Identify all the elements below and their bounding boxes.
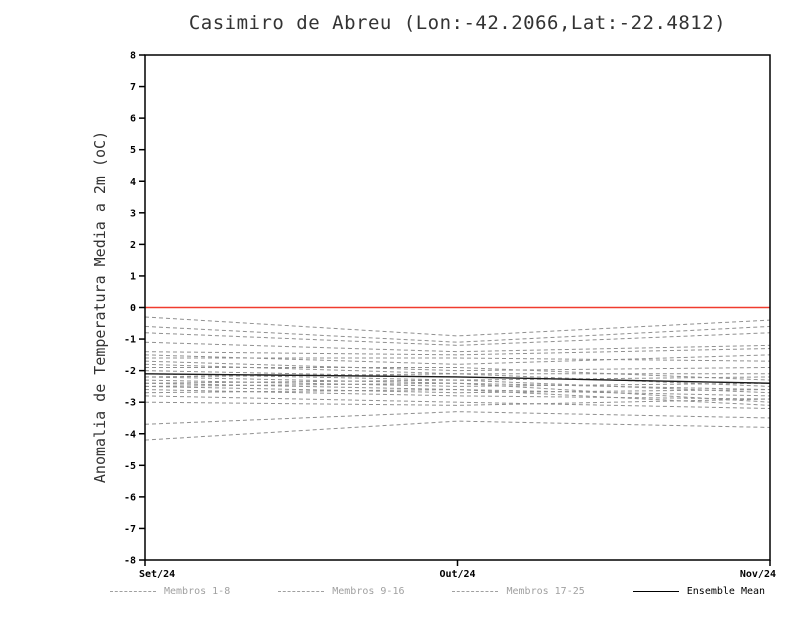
legend-item-membros-1-8: Membros 1-8	[110, 586, 230, 597]
svg-text:6: 6	[130, 114, 136, 125]
svg-text:3: 3	[130, 208, 136, 219]
chart-title: Casimiro de Abreu (Lon:-42.2066,Lat:-22.…	[188, 12, 727, 34]
svg-text:-2: -2	[124, 366, 136, 377]
svg-text:Out/24: Out/24	[439, 569, 475, 580]
dashed-line-sample	[278, 591, 325, 592]
svg-text:4: 4	[130, 177, 136, 188]
dashed-line-sample	[110, 591, 156, 592]
svg-text:-3: -3	[124, 398, 136, 409]
svg-text:Set/24: Set/24	[139, 569, 175, 580]
legend-label: Ensemble Mean	[686, 586, 766, 597]
svg-text:Nov/24: Nov/24	[740, 569, 776, 580]
svg-text:2: 2	[130, 240, 136, 251]
svg-text:0: 0	[130, 303, 136, 314]
legend-label: Membros 9-16	[332, 586, 405, 597]
svg-text:7: 7	[130, 82, 136, 93]
svg-text:5: 5	[130, 145, 136, 156]
legend-label: Membros 17-25	[506, 586, 585, 597]
svg-text:-6: -6	[124, 492, 136, 503]
svg-text:-8: -8	[124, 556, 136, 567]
chart-legend: Membros 1-8 Membros 9-16 Membros 17-25 E…	[110, 586, 765, 597]
solid-line-sample	[632, 591, 679, 592]
svg-text:-4: -4	[124, 429, 136, 440]
svg-text:-5: -5	[124, 461, 136, 472]
legend-label: Membros 1-8	[164, 586, 231, 597]
legend-item-ensemble-mean: Ensemble Mean	[632, 586, 766, 597]
dashed-line-sample	[452, 591, 499, 592]
legend-item-membros-17-25: Membros 17-25	[452, 586, 585, 597]
legend-item-membros-9-16: Membros 9-16	[278, 586, 404, 597]
svg-text:-1: -1	[124, 335, 136, 346]
svg-text:1: 1	[130, 271, 136, 282]
svg-text:-7: -7	[124, 524, 136, 535]
svg-text:8: 8	[130, 51, 136, 62]
